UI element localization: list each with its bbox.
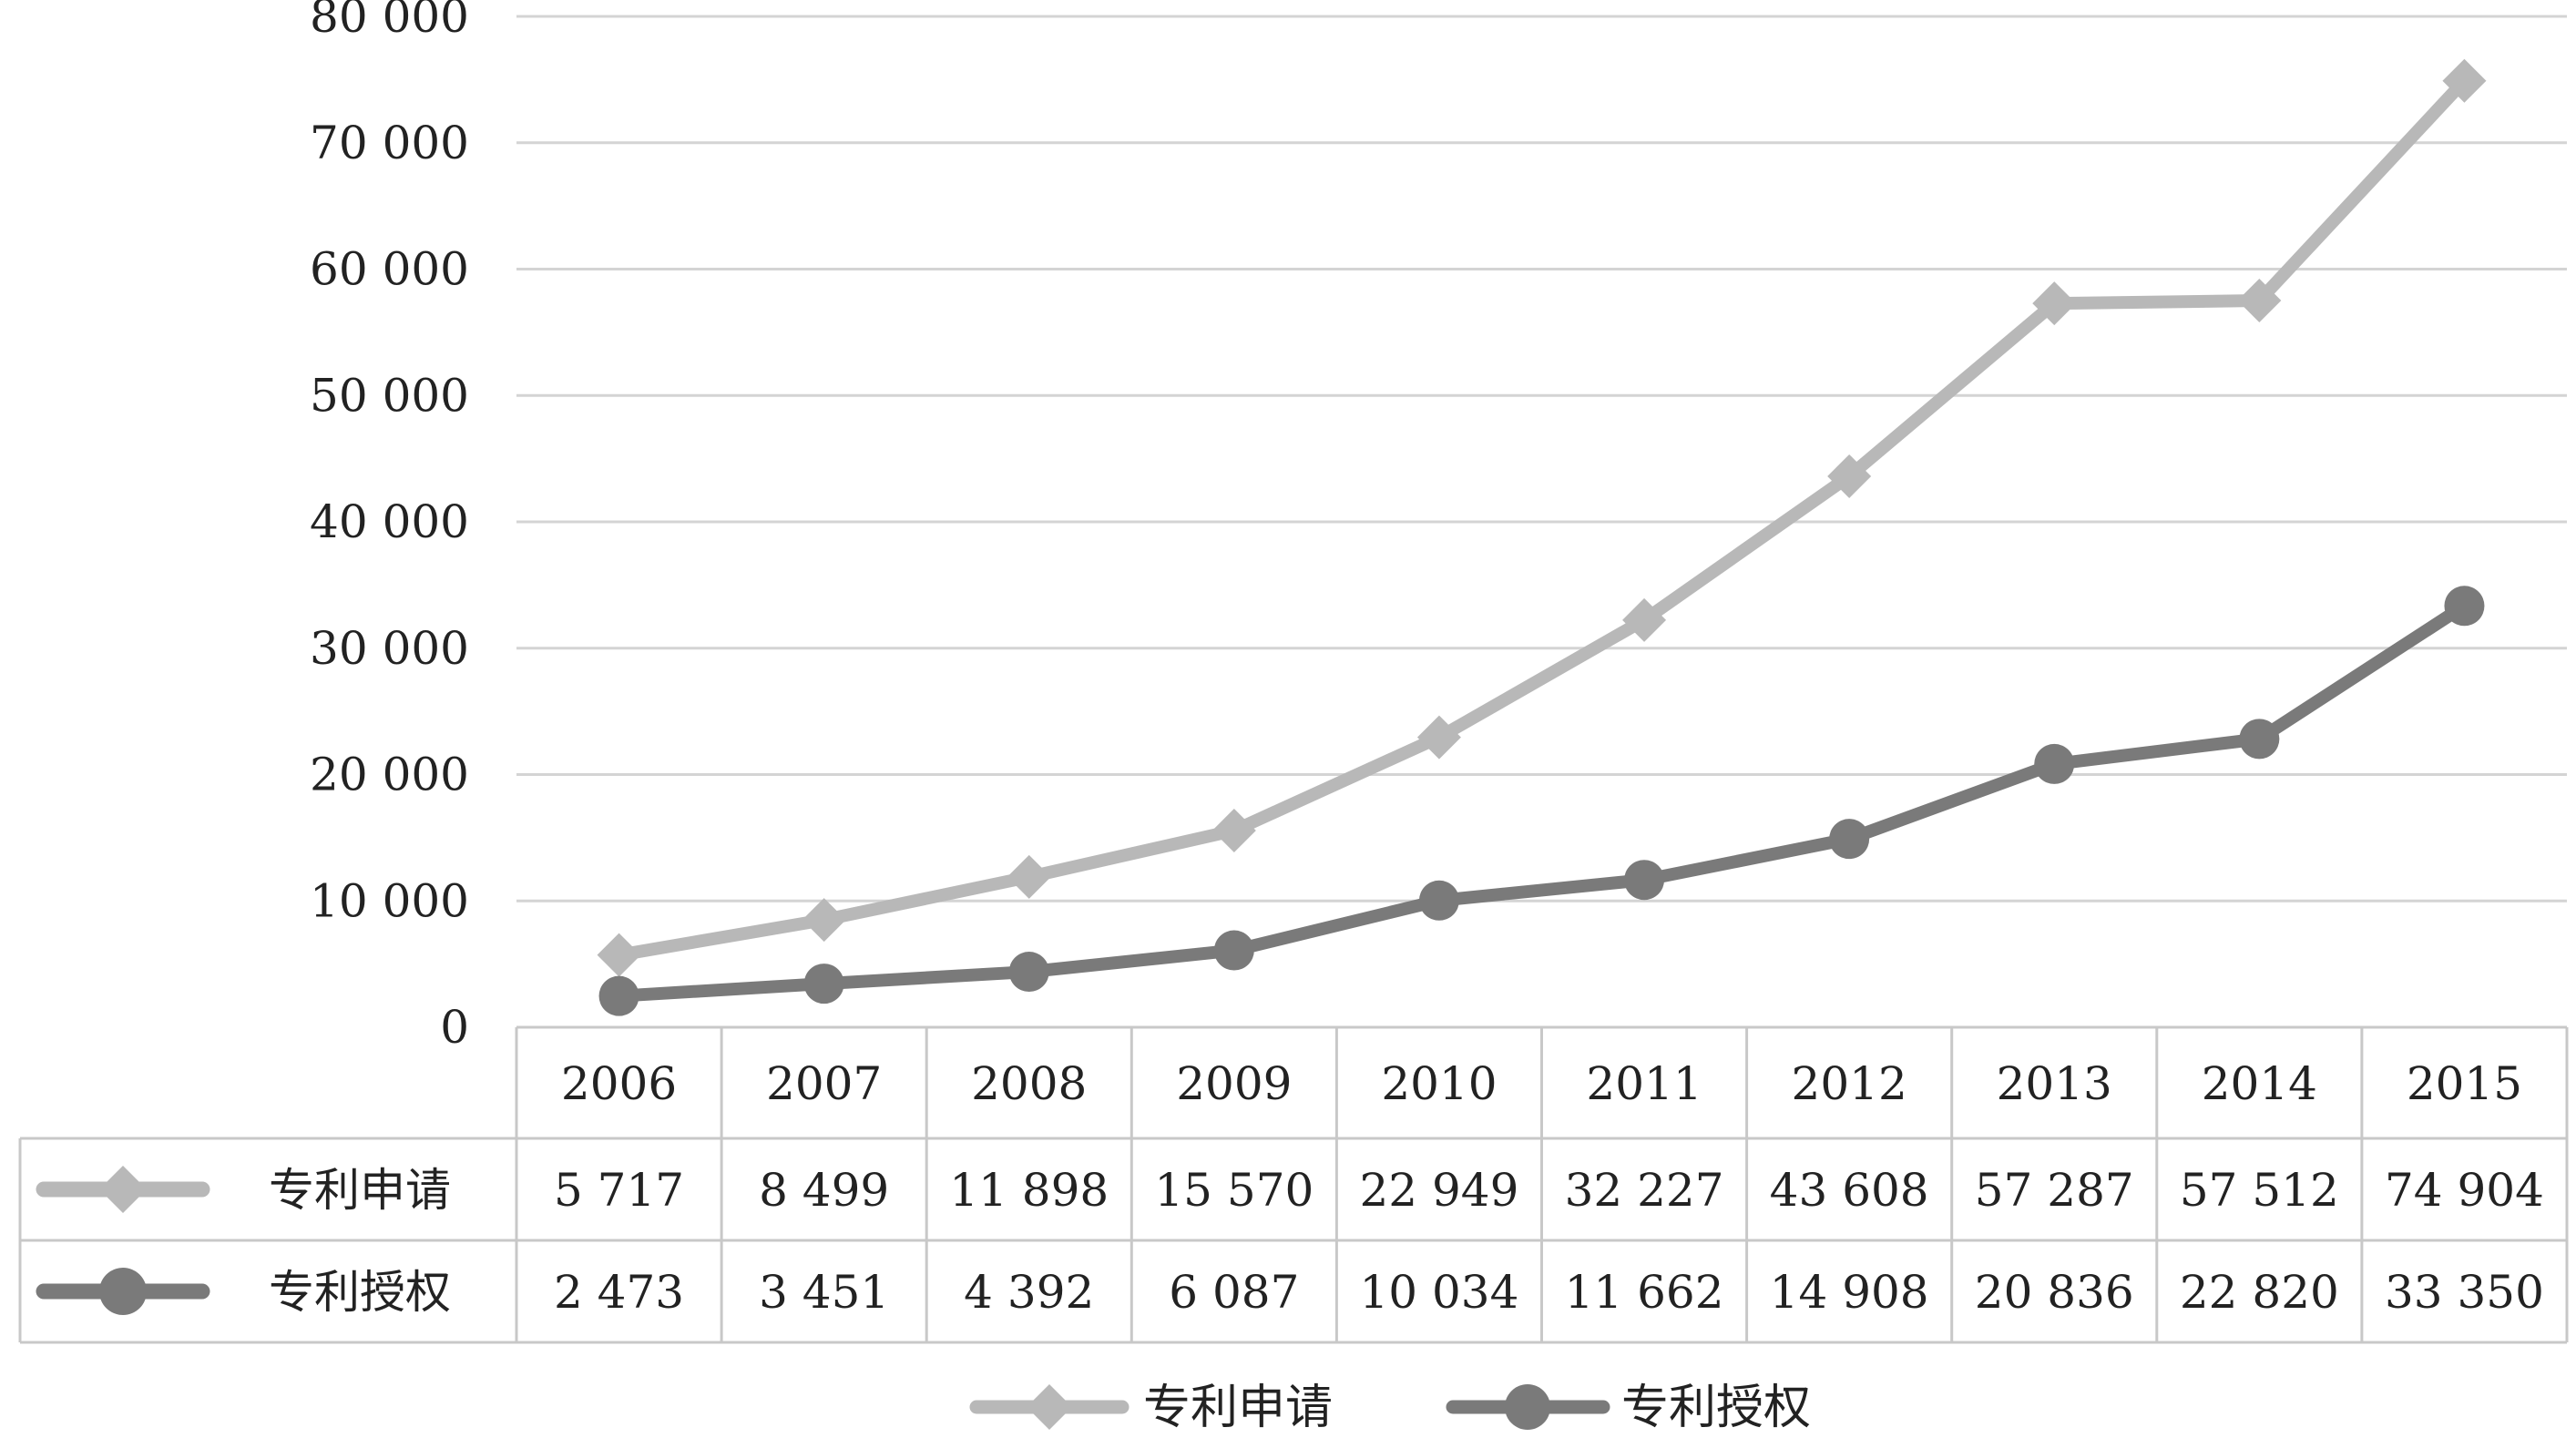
legend-label: 专利申请 — [1143, 1381, 1333, 1435]
data-point — [597, 933, 641, 977]
table-value-cell: 22 949 — [1359, 1164, 1518, 1217]
table-value-cell: 32 227 — [1565, 1164, 1724, 1217]
y-tick-label: 10 000 — [310, 874, 469, 927]
data-point — [1007, 854, 1051, 899]
data-point — [803, 964, 844, 1004]
x-category-label: 2014 — [2202, 1057, 2317, 1110]
table-value-cell: 11 662 — [1565, 1266, 1724, 1319]
table-value-cell: 8 499 — [759, 1164, 889, 1217]
data-point — [1622, 597, 1667, 642]
legend: 专利申请 专利授权 — [969, 1381, 1811, 1435]
table-value-cell: 6 087 — [1169, 1266, 1299, 1319]
table-series-name: 专利申请 — [269, 1164, 451, 1217]
data-point — [2237, 279, 2282, 323]
series-line — [612, 74, 2471, 962]
series-line — [612, 599, 2471, 1003]
x-category-label: 2013 — [1997, 1057, 2112, 1110]
data-point — [2444, 586, 2485, 627]
y-tick-label: 40 000 — [310, 495, 469, 548]
data-point — [2034, 743, 2075, 784]
y-tick-label: 70 000 — [310, 117, 469, 169]
y-tick-label: 20 000 — [310, 749, 469, 801]
data-point — [2239, 719, 2280, 760]
legend-label: 专利授权 — [1621, 1381, 1811, 1435]
table-value-cell: 5 717 — [554, 1164, 684, 1217]
table-legend-key-marker — [99, 1166, 147, 1213]
y-tick-label: 60 000 — [310, 243, 469, 296]
x-category-label: 2010 — [1381, 1057, 1497, 1110]
table-value-cell: 74 904 — [2385, 1164, 2544, 1217]
data-point — [2442, 58, 2487, 103]
x-category-label: 2006 — [561, 1057, 677, 1110]
table-legend-key-marker — [99, 1268, 147, 1315]
table-value-cell: 15 570 — [1154, 1164, 1314, 1217]
data-point — [1211, 808, 1256, 852]
table-value-cell: 11 898 — [949, 1164, 1109, 1217]
grid-lines — [516, 15, 2567, 902]
data-point — [1829, 819, 1870, 860]
data-point — [1416, 715, 1461, 760]
table-value-cell: 22 820 — [2180, 1266, 2339, 1319]
data-point — [802, 898, 846, 943]
table-series-name: 专利授权 — [269, 1266, 451, 1319]
table-value-cell: 43 608 — [1770, 1164, 1929, 1217]
table-value-cell: 33 350 — [2385, 1266, 2544, 1319]
data-point — [1418, 880, 1459, 921]
x-category-label: 2007 — [766, 1057, 882, 1110]
table-value-cell: 57 287 — [1975, 1164, 2134, 1217]
table-value-cell: 20 836 — [1975, 1266, 2134, 1319]
table-value-cell: 57 512 — [2180, 1164, 2339, 1217]
y-tick-label: 0 — [440, 1001, 469, 1054]
x-category-label: 2015 — [2407, 1057, 2522, 1110]
x-category-label: 2011 — [1586, 1057, 1702, 1110]
y-tick-label: 30 000 — [310, 622, 469, 675]
legend-marker — [1027, 1384, 1072, 1430]
y-axis: 0 10 000 20 000 30 000 40 000 50 000 60 000 70 … — [310, 0, 469, 1054]
y-tick-label: 80 000 — [310, 0, 469, 43]
data-point — [1827, 454, 1872, 498]
plot-area — [597, 58, 2487, 1016]
data-point — [1624, 860, 1665, 901]
table-value-cell: 4 392 — [964, 1266, 1094, 1319]
data-table: 2006 2007 2008 2009 2010 2011 2012 2013 2014 2015… — [18, 1025, 2569, 1344]
table-value-cell: 2 473 — [554, 1266, 684, 1319]
data-point — [1008, 952, 1049, 993]
x-category-label: 2012 — [1792, 1057, 1907, 1110]
y-tick-label: 50 000 — [310, 369, 469, 422]
table-value-cell: 14 908 — [1770, 1266, 1929, 1319]
data-point — [1213, 930, 1254, 971]
table-value-cell: 3 451 — [759, 1266, 889, 1319]
legend-marker — [1505, 1384, 1550, 1430]
x-category-label: 2009 — [1176, 1057, 1292, 1110]
data-point — [2032, 281, 2077, 326]
x-category-label: 2008 — [971, 1057, 1087, 1110]
data-point — [598, 975, 639, 1016]
table-value-cell: 10 034 — [1359, 1266, 1518, 1319]
